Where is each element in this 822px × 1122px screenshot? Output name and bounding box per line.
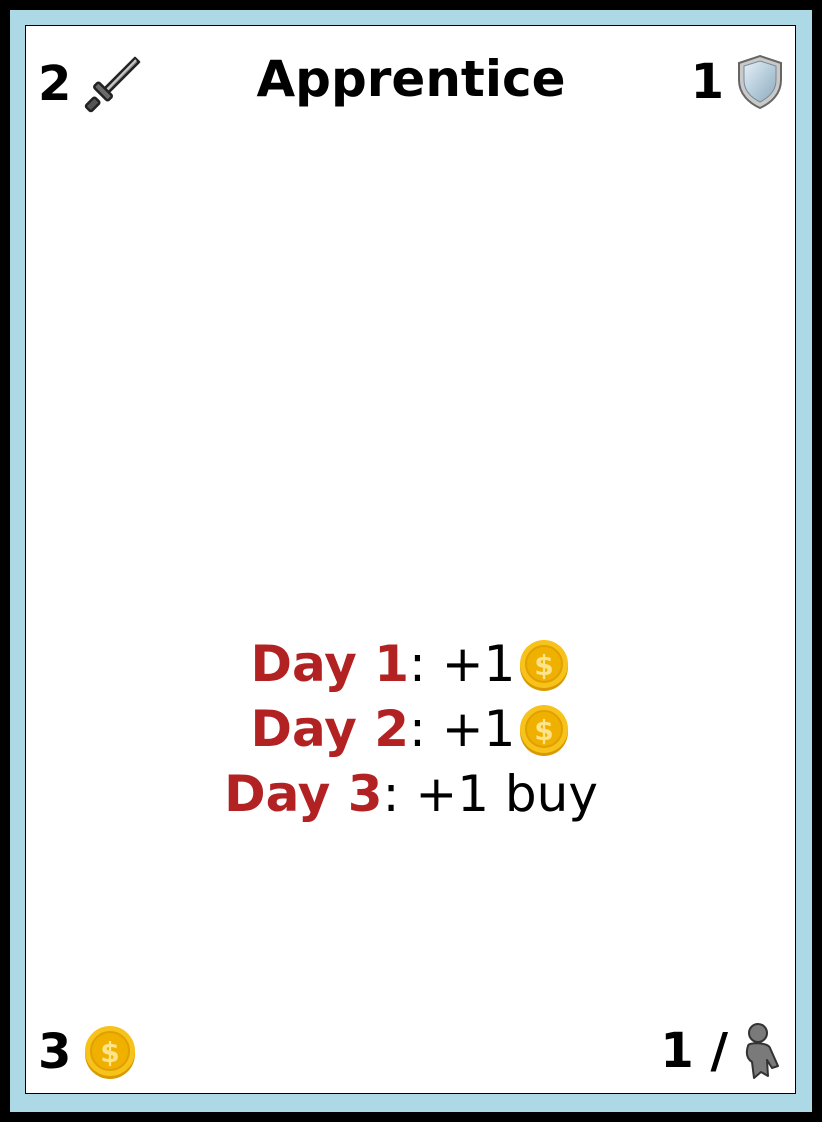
- coin-icon: $: [520, 639, 569, 691]
- effect-separator: :: [409, 700, 442, 758]
- effect-day-1: Day 1: +1 $: [0, 632, 822, 697]
- attack-value: 2: [38, 56, 72, 112]
- defense-stat: 1: [691, 54, 784, 110]
- shield-icon: [738, 54, 782, 110]
- svg-text:$: $: [101, 1036, 120, 1069]
- svg-text:$: $: [535, 649, 554, 682]
- limit-value: 1 /: [660, 1023, 728, 1079]
- card-effects: Day 1: +1 $ Day 2: +1 $ Day 3: +1 buy: [0, 632, 822, 827]
- cost-value: 3: [38, 1024, 72, 1080]
- effect-text: +1: [441, 700, 516, 758]
- coin-icon: $: [85, 1026, 136, 1079]
- person-icon: [745, 1023, 779, 1079]
- svg-text:$: $: [535, 714, 554, 747]
- effect-day-2: Day 2: +1 $: [0, 697, 822, 762]
- day-label: Day 3: [224, 765, 383, 823]
- effect-day-3: Day 3: +1 buy: [0, 762, 822, 827]
- coin-icon: $: [520, 704, 569, 756]
- effect-text: +1 buy: [415, 765, 598, 823]
- day-label: Day 2: [250, 700, 410, 758]
- cost-stat: 3 $: [38, 1024, 137, 1080]
- effect-text: +1: [441, 635, 516, 693]
- day-label: Day 1: [250, 635, 410, 693]
- card-face[interactable]: [26, 26, 795, 1093]
- card-title: Apprentice: [256, 50, 566, 108]
- defense-value: 1: [690, 54, 724, 110]
- sword-icon: [85, 56, 141, 113]
- attack-stat: 2: [38, 54, 143, 114]
- limit-stat: 1 /: [660, 1022, 782, 1080]
- effect-separator: :: [409, 635, 442, 693]
- effect-separator: :: [382, 765, 416, 823]
